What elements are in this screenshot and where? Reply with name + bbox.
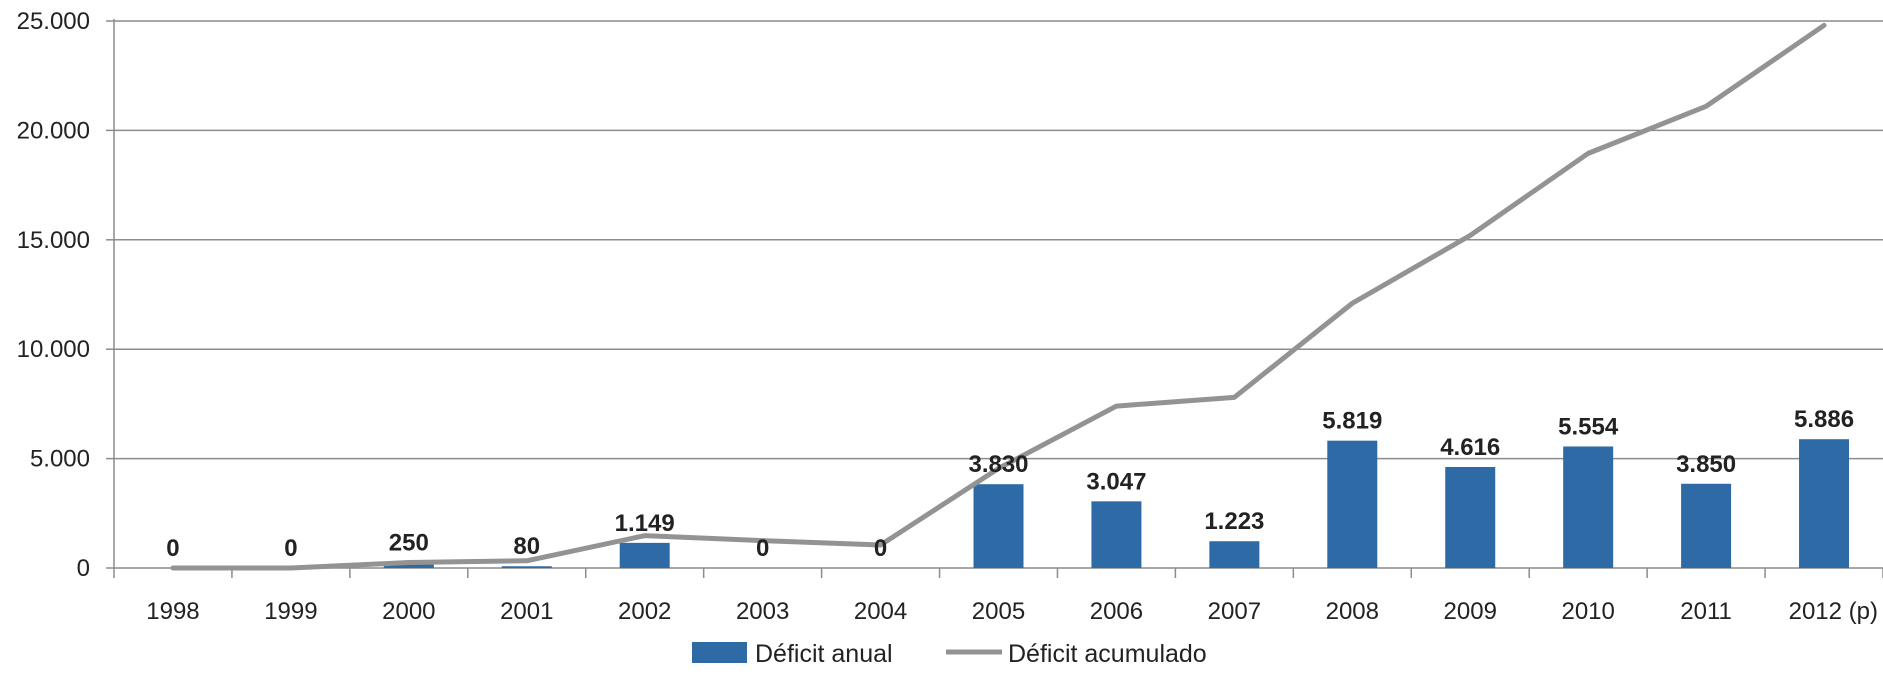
bar-data-label: 3.830: [968, 451, 1028, 478]
bar-data-label: 0: [284, 535, 297, 562]
bar-data-label: 3.850: [1676, 451, 1736, 478]
y-tick-label: 10.000: [17, 336, 90, 363]
bar-deficit-anual: [1209, 541, 1260, 568]
legend-label-bar: Déficit anual: [755, 640, 893, 668]
y-tick-label: 0: [77, 555, 90, 582]
legend-swatch-bar: [692, 642, 747, 663]
bar-deficit-anual: [1799, 439, 1850, 568]
y-tick-label: 20.000: [17, 117, 90, 144]
x-tick-label: 2001: [500, 598, 553, 625]
x-tick-label: 2010: [1561, 598, 1614, 625]
line-layer: [170, 22, 1827, 571]
bar-deficit-anual: [1681, 483, 1732, 568]
grid-layer: [114, 20, 1883, 460]
bar-data-label: 3.047: [1086, 468, 1146, 495]
y-tick-label: 15.000: [17, 227, 90, 254]
bar-data-label: 0: [874, 535, 887, 562]
x-tick-label: 2011: [1680, 598, 1732, 625]
bar-data-label: 1.149: [615, 510, 675, 537]
bar-data-label: 80: [513, 533, 540, 560]
bar-data-label: 0: [166, 535, 179, 562]
bar-deficit-anual: [1563, 446, 1614, 568]
x-tick-label: 2012 (p): [1789, 598, 1878, 625]
bar-deficit-anual: [619, 542, 670, 568]
x-tick-label: 2003: [736, 598, 789, 625]
bar-data-label: 0: [756, 535, 769, 562]
bar-deficit-anual: [1445, 467, 1496, 568]
bar-deficit-anual: [1327, 440, 1378, 568]
x-tick-label: 2000: [382, 598, 435, 625]
label-layer: 0 0 250 80 1.149 0 0 3.830 3.047 1.223 5.819 4.616 5…: [166, 406, 1854, 562]
bar-data-label: 250: [389, 530, 429, 557]
y-tick-label: 5.000: [30, 446, 90, 473]
x-tick-label: 2004: [854, 598, 907, 625]
bar-data-label: 5.819: [1322, 408, 1382, 435]
bar-deficit-anual: [973, 484, 1024, 568]
bar-data-label: 4.616: [1440, 434, 1500, 461]
legend-label-line: Déficit acumulado: [1008, 640, 1207, 668]
x-tick-label: 2008: [1326, 598, 1379, 625]
line-deficit-acumulado: [170, 22, 1827, 571]
bar-data-label: 1.223: [1204, 508, 1264, 535]
x-tick-label: 2005: [972, 598, 1025, 625]
bar-data-label: 5.886: [1794, 406, 1854, 433]
y-tick-label: 25.000: [17, 8, 90, 35]
x-tick-label: 2002: [618, 598, 671, 625]
legend: Déficit anual Déficit acumulado: [692, 640, 1207, 668]
bar-layer: [383, 439, 1850, 568]
x-tick-label: 2006: [1090, 598, 1143, 625]
bar-deficit-anual: [383, 562, 434, 568]
bar-deficit-anual: [1091, 501, 1142, 568]
x-tick-label: 1998: [146, 598, 199, 625]
bar-data-label: 5.554: [1558, 413, 1619, 440]
x-tick-label: 1999: [264, 598, 317, 625]
x-tick-label: 2007: [1208, 598, 1261, 625]
x-tick-label: 2009: [1444, 598, 1497, 625]
bar-deficit-anual: [501, 566, 552, 568]
